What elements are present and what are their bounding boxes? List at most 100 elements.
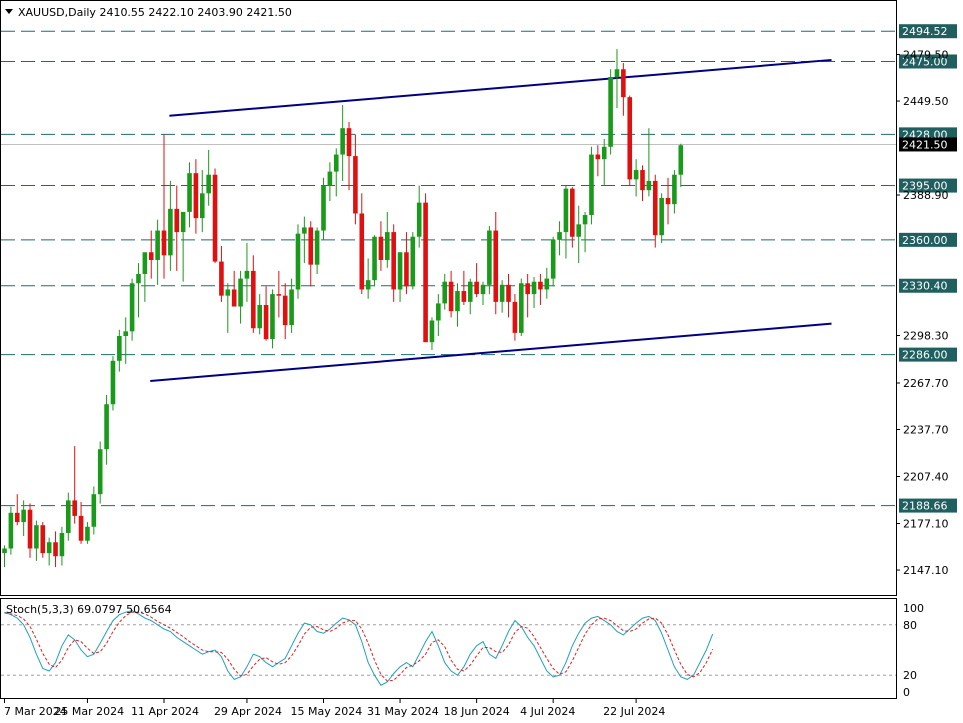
candle-bear: [148, 252, 154, 261]
y-tick-label: 2147.10: [903, 564, 949, 577]
candle-bull: [244, 270, 250, 279]
candle-bull: [321, 185, 326, 231]
candle-bull: [8, 512, 14, 549]
trendline: [150, 322, 832, 382]
y-tick-label: 2267.70: [903, 377, 949, 390]
candle-bear: [263, 304, 269, 340]
candle-bull: [257, 304, 262, 329]
y-tick-label: 2449.50: [903, 95, 949, 108]
candle-bull: [576, 224, 581, 237]
candle-bull: [168, 208, 173, 256]
stoch-label: Stoch(5,3,3) 69.0797 50.6564: [6, 603, 172, 616]
level-tag-label: 2188.66: [902, 500, 948, 513]
stochastic-oscillator: 100 80 20 0: [1, 602, 924, 699]
candle-bear: [474, 281, 479, 295]
x-tick-label: 11 Apr 2024: [131, 705, 199, 718]
candle-bear: [570, 188, 575, 237]
candle-bull: [46, 542, 52, 554]
candle-bull: [123, 331, 129, 336]
candle-bear: [251, 270, 256, 329]
level-tag: [899, 232, 957, 247]
stoch-scale-label: 100: [903, 602, 924, 615]
x-tick-label: 22 Jul 2024: [603, 705, 665, 718]
candle-bear: [378, 236, 384, 261]
level-tag: [899, 54, 957, 69]
candle-bear: [538, 281, 543, 290]
level-tag-label: 2494.52: [902, 25, 948, 38]
level-tag: [899, 347, 957, 362]
candle-bear: [595, 154, 601, 160]
x-tick-label: 31 May 2024: [367, 705, 439, 718]
candle-bear: [652, 180, 658, 236]
horizontal-levels: 2494.522475.002428.002395.002360.002330.…: [1, 24, 957, 513]
candle-bull: [66, 500, 71, 533]
candle-bull: [314, 230, 320, 265]
candle-bear: [40, 525, 46, 554]
candle-bull: [85, 526, 90, 541]
level-tag-label: 2286.00: [902, 349, 948, 362]
stoch-panel-frame: [0, 598, 897, 699]
candle-bull: [614, 69, 620, 77]
candle-bull: [34, 525, 39, 549]
stoch-main-line: [4, 609, 714, 686]
candle-bull: [2, 548, 7, 554]
candle-bull: [480, 284, 486, 295]
candle-bull: [410, 236, 416, 287]
candle-bull: [608, 76, 613, 147]
candle-bull: [225, 289, 231, 296]
candle-bull: [136, 273, 141, 284]
x-tick-label: 4 Jul 2024: [520, 705, 575, 718]
candle-bull: [333, 154, 339, 172]
x-tick-label: 7 Mar 2024: [4, 705, 67, 718]
x-tick-label: 15 May 2024: [291, 705, 363, 718]
candle-bull: [295, 233, 301, 290]
candle-bear: [448, 281, 454, 312]
level-tag: [899, 178, 957, 193]
candle-bull: [187, 173, 192, 212]
collapse-triangle-icon[interactable]: [5, 9, 13, 14]
stoch-scale-label: 80: [903, 619, 917, 632]
candle-bear: [27, 509, 33, 549]
y-tick-label: 2298.30: [903, 330, 949, 343]
candle-bull: [429, 320, 435, 343]
candle-bear: [276, 294, 282, 296]
candle-bear: [14, 512, 20, 523]
candle-bull: [646, 180, 652, 191]
candle-bull: [442, 281, 448, 304]
candle-bull: [289, 289, 294, 326]
level-tag: [899, 498, 957, 513]
candle-bull: [104, 404, 109, 450]
y-tick-label: 2207.40: [903, 471, 949, 484]
candle-bear: [231, 289, 237, 307]
candle-bull: [678, 145, 684, 175]
candle-bull: [531, 281, 537, 295]
candle-bull: [499, 284, 505, 302]
candle-bear: [193, 173, 199, 219]
chart-header: XAUUSD,Daily 2410.55 2422.10 2403.90 242…: [18, 6, 292, 19]
candle-bull: [672, 174, 677, 205]
candle-bull: [582, 215, 588, 225]
candle-bull: [180, 211, 186, 233]
candle-bull: [365, 280, 371, 290]
candle-bull: [487, 230, 492, 285]
y-tick-label: 2177.10: [903, 518, 949, 531]
candle-bear: [665, 197, 671, 205]
candle-bear: [404, 252, 409, 287]
candle-bull: [129, 283, 135, 332]
candle-bear: [627, 97, 633, 180]
candle-bear: [359, 213, 365, 290]
candle-bull: [327, 171, 333, 186]
candle-bull: [110, 360, 116, 405]
y-tick-label: 2479.50: [903, 49, 949, 62]
candle-bull: [238, 278, 243, 307]
candle-bull: [91, 494, 97, 527]
candle-bull: [544, 278, 550, 290]
candle-bull: [270, 294, 275, 340]
candle-bear: [506, 284, 511, 302]
level-tag-label: 2395.00: [902, 180, 948, 193]
candle-bull: [21, 509, 26, 523]
candle-bull: [385, 232, 390, 261]
candle-bull: [199, 193, 205, 219]
